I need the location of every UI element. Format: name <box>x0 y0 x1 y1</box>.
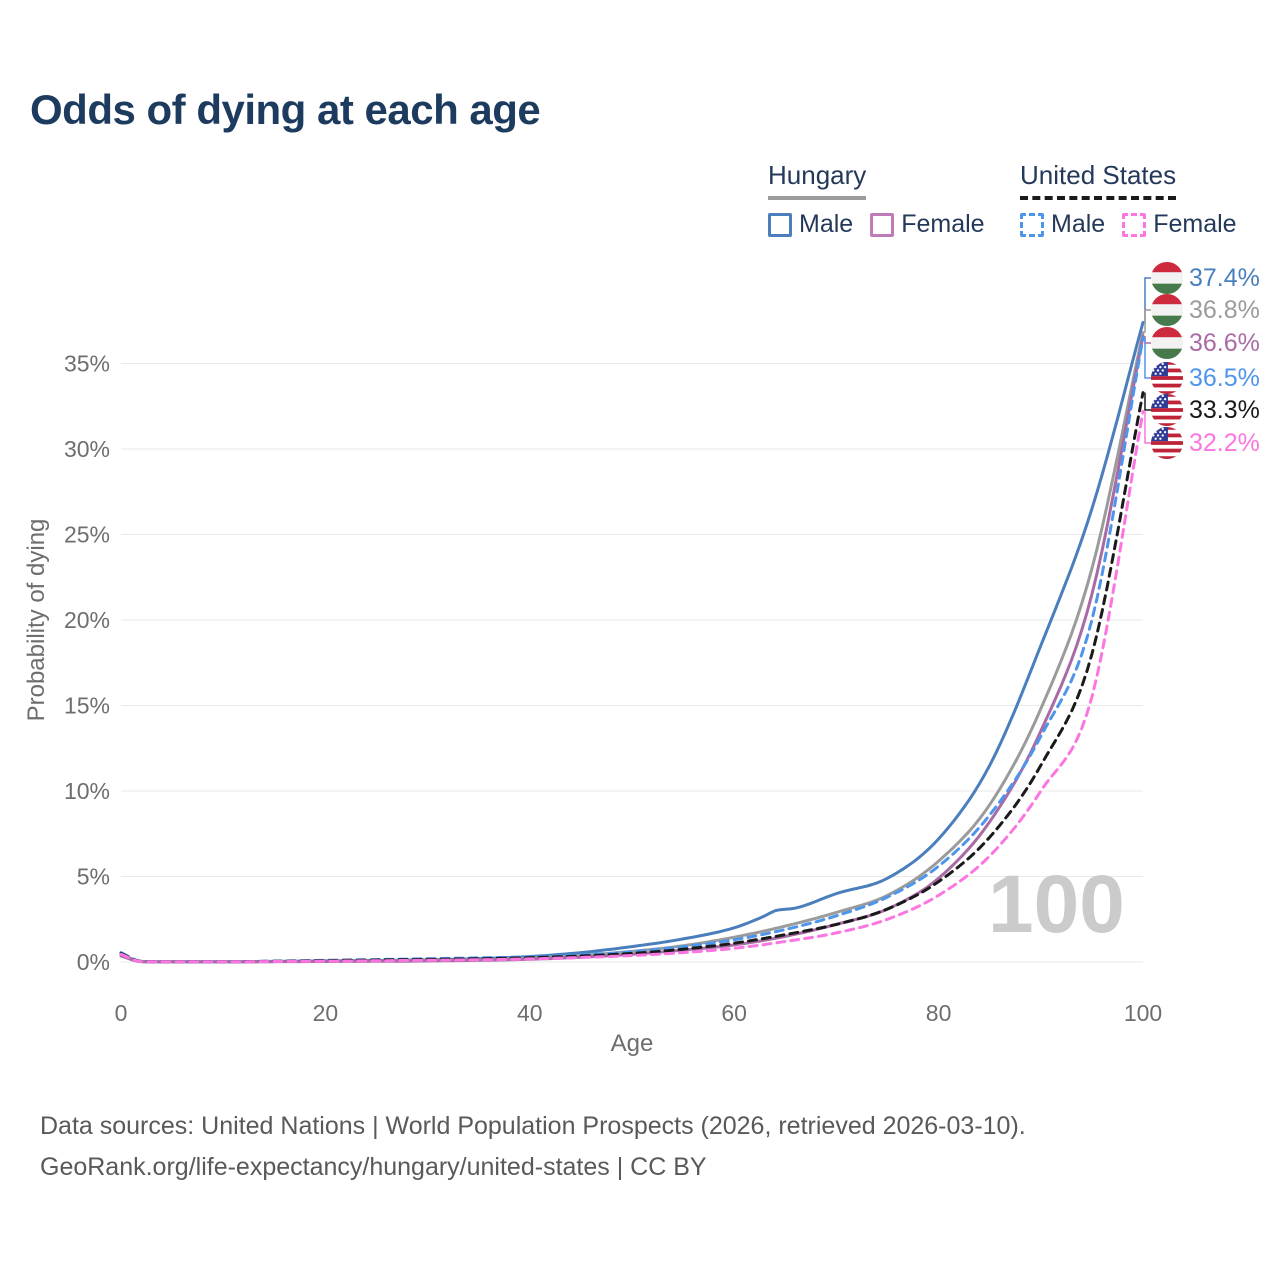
us-female-checkbox[interactable] <box>1122 212 1147 237</box>
us-flag-icon <box>1150 361 1184 395</box>
legend-group-united-states: United States Male Female <box>1020 160 1237 239</box>
hungary-flag-icon <box>1150 261 1184 295</box>
end-label-value: 36.6% <box>1189 328 1260 357</box>
legend-item-hungary-male[interactable]: Male <box>768 210 853 239</box>
x-tick-0: 0 <box>115 1000 128 1026</box>
end-label-hungary-both: 36.8% <box>1150 293 1260 327</box>
series-line-united-states-female[interactable] <box>119 409 1145 964</box>
end-label-value: 33.3% <box>1189 395 1260 424</box>
hungary-flag-icon <box>1150 293 1184 327</box>
y-tick-10%: 10% <box>64 778 110 804</box>
hungary-male-checkbox[interactable] <box>768 212 792 237</box>
end-label-hungary-male: 37.4% <box>1150 261 1260 295</box>
end-label-us-male: 36.5% <box>1150 361 1260 395</box>
x-tick-20: 20 <box>313 1000 339 1026</box>
end-label-value: 37.4% <box>1189 263 1260 292</box>
end-label-us-both: 33.3% <box>1150 393 1260 427</box>
y-tick-20%: 20% <box>64 607 110 633</box>
legend-item-label: Male <box>799 210 854 238</box>
y-tick-0%: 0% <box>77 949 110 975</box>
end-label-hungary-female: 36.6% <box>1150 326 1260 360</box>
legend-item-hungary-female[interactable]: Female <box>870 210 985 239</box>
page-title: Odds of dying at each age <box>30 86 541 133</box>
y-axis-title: Probability of dying <box>23 519 50 722</box>
y-tick-30%: 30% <box>64 436 110 462</box>
leader-line-hungary-male <box>1144 277 1153 323</box>
us-flag-icon <box>1150 426 1184 460</box>
us-male-checkbox[interactable] <box>1020 212 1044 237</box>
legend-country-united-states[interactable]: United States <box>1020 160 1177 200</box>
footer-data-sources: Data sources: United Nations | World Pop… <box>40 1112 1026 1140</box>
y-tick-5%: 5% <box>77 864 110 890</box>
end-label-value: 36.8% <box>1189 295 1260 324</box>
legend-group-hungary: Hungary Male Female <box>768 160 985 239</box>
x-tick-60: 60 <box>721 1000 747 1026</box>
y-tick-15%: 15% <box>64 693 110 719</box>
y-tick-35%: 35% <box>64 351 110 377</box>
footer: Data sources: United Nations | World Pop… <box>40 1106 1026 1188</box>
x-tick-40: 40 <box>517 1000 543 1026</box>
age-watermark: 100 <box>988 859 1125 950</box>
end-label-us-female: 32.2% <box>1150 426 1260 460</box>
legend-item-label: Female <box>901 210 985 238</box>
legend-item-label: Male <box>1051 210 1106 238</box>
legend-item-us-male[interactable]: Male <box>1020 210 1105 239</box>
end-label-value: 36.5% <box>1189 363 1260 392</box>
legend-country-hungary[interactable]: Hungary <box>768 160 867 200</box>
hungary-flag-icon <box>1150 326 1184 360</box>
leader-line-united-states <box>1144 392 1153 411</box>
x-axis-title: Age <box>611 1030 654 1057</box>
legend-item-label: Female <box>1153 210 1237 238</box>
us-flag-icon <box>1150 393 1184 427</box>
end-label-value: 32.2% <box>1189 428 1260 457</box>
legend-item-us-female[interactable]: Female <box>1122 210 1237 239</box>
leader-line-hungary <box>1144 309 1153 333</box>
leader-line-united-states-female <box>1144 411 1153 444</box>
hungary-female-checkbox[interactable] <box>870 212 895 237</box>
y-tick-25%: 25% <box>64 522 110 548</box>
x-tick-80: 80 <box>926 1000 952 1026</box>
x-tick-100: 100 <box>1124 1000 1162 1026</box>
footer-attribution: GeoRank.org/life-expectancy/hungary/unit… <box>40 1153 707 1181</box>
leader-line-united-states-male <box>1144 337 1153 379</box>
